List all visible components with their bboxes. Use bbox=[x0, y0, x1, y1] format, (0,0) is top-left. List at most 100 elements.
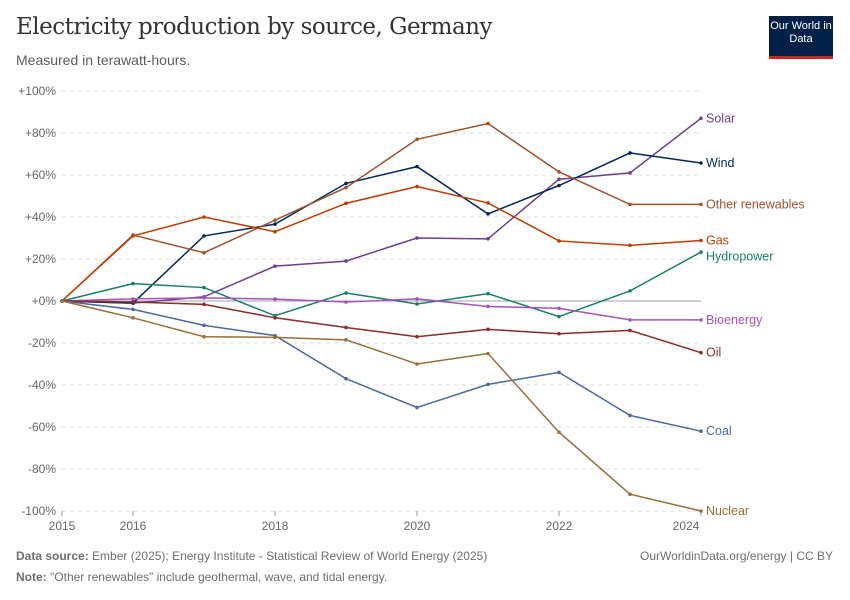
data-point bbox=[628, 328, 632, 333]
data-point bbox=[415, 236, 419, 240]
y-tick-label: -20% bbox=[28, 336, 56, 350]
data-point bbox=[557, 170, 561, 174]
series-line-oil bbox=[61, 300, 702, 354]
data-point bbox=[60, 299, 64, 303]
data-point bbox=[628, 202, 632, 207]
series-line-bioenergy bbox=[61, 297, 701, 321]
data-point bbox=[344, 181, 348, 186]
series-label: Coal bbox=[706, 424, 732, 438]
note-text: "Other renewables" include geothermal, w… bbox=[50, 570, 388, 584]
data-point bbox=[202, 250, 206, 255]
data-point bbox=[699, 161, 703, 165]
series-label: Bioenergy bbox=[706, 313, 763, 327]
series-line-coal bbox=[61, 300, 702, 432]
data-point bbox=[202, 296, 206, 300]
data-point bbox=[415, 362, 419, 366]
series-label: Hydropower bbox=[706, 250, 773, 264]
line-chart: -100% -80% -60% -40% -20% +0% +20% +40% +60% +80%… bbox=[18, 84, 804, 533]
data-point bbox=[557, 314, 561, 319]
data-point bbox=[202, 234, 206, 238]
series-line-gas bbox=[61, 185, 702, 302]
data-point bbox=[699, 350, 703, 355]
data-point bbox=[202, 334, 206, 339]
data-point bbox=[486, 304, 490, 309]
data-point bbox=[557, 370, 561, 375]
series-label: Solar bbox=[706, 111, 735, 125]
data-point bbox=[486, 291, 490, 296]
data-point bbox=[699, 318, 703, 322]
data-point bbox=[557, 239, 561, 243]
data-point bbox=[131, 281, 135, 286]
data-point bbox=[415, 137, 419, 142]
data-point bbox=[131, 300, 135, 304]
data-point bbox=[273, 335, 277, 340]
data-point bbox=[699, 429, 703, 434]
data-point bbox=[699, 250, 703, 254]
x-tick-label: 2018 bbox=[262, 519, 289, 533]
series-label: Gas bbox=[706, 234, 729, 248]
y-tick-label: +20% bbox=[25, 252, 56, 266]
data-point bbox=[557, 177, 561, 181]
series-line-nuclear bbox=[61, 300, 702, 512]
data-point bbox=[202, 285, 206, 290]
data-point bbox=[557, 331, 561, 336]
x-tick-label: 2024 bbox=[673, 519, 700, 533]
data-point bbox=[486, 201, 490, 205]
data-point bbox=[699, 116, 703, 121]
data-point bbox=[486, 382, 490, 387]
data-point bbox=[273, 218, 277, 222]
data-point bbox=[131, 234, 135, 238]
data-point bbox=[557, 183, 561, 188]
data-point bbox=[344, 338, 348, 342]
y-tick-label: +60% bbox=[25, 168, 56, 182]
chart-subtitle: Measured in terawatt-hours. bbox=[16, 52, 191, 68]
series-line-other-renewables bbox=[61, 122, 701, 302]
chart-title: Electricity production by source, German… bbox=[16, 14, 492, 40]
y-tick-label: -100% bbox=[21, 504, 56, 518]
data-point bbox=[486, 121, 490, 126]
data-point bbox=[628, 413, 632, 418]
y-tick-label: +80% bbox=[25, 126, 56, 140]
data-point bbox=[273, 297, 277, 301]
y-tick-label: -60% bbox=[28, 420, 56, 434]
series-line-wind bbox=[61, 152, 702, 304]
data-point bbox=[415, 302, 419, 306]
data-point bbox=[344, 325, 348, 330]
owid-logo[interactable]: Our World in Data bbox=[769, 16, 833, 59]
data-point bbox=[415, 334, 419, 339]
data-source: Data source: Ember (2025); Energy Instit… bbox=[16, 549, 487, 563]
data-point bbox=[344, 376, 348, 381]
owid-link[interactable]: OurWorldinData.org/energy | CC BY bbox=[640, 549, 833, 563]
data-point bbox=[557, 430, 561, 435]
data-point bbox=[415, 184, 419, 189]
data-point bbox=[273, 222, 277, 226]
data-point bbox=[344, 185, 348, 190]
series-line-hydropower bbox=[61, 251, 702, 318]
y-tick-label: -40% bbox=[28, 378, 56, 392]
data-point bbox=[628, 289, 632, 293]
data-point bbox=[202, 323, 206, 328]
data-point bbox=[486, 351, 490, 356]
x-tick-label: 2020 bbox=[404, 519, 431, 533]
data-point bbox=[344, 201, 348, 206]
data-point bbox=[628, 151, 632, 155]
data-point bbox=[415, 164, 419, 169]
note-label: Note: bbox=[16, 570, 47, 584]
data-point bbox=[131, 316, 135, 320]
data-point bbox=[273, 229, 277, 234]
data-point bbox=[202, 302, 206, 307]
y-tick-label: -80% bbox=[28, 462, 56, 476]
data-point bbox=[344, 300, 348, 304]
data-point bbox=[699, 509, 703, 513]
data-point bbox=[628, 243, 632, 248]
series-label: Oil bbox=[706, 346, 721, 360]
y-tick-label: +40% bbox=[25, 210, 56, 224]
source-text[interactable]: Ember (2025); Energy Institute - Statist… bbox=[92, 549, 488, 563]
data-point bbox=[273, 316, 277, 320]
data-point bbox=[131, 307, 135, 312]
data-point bbox=[131, 297, 135, 301]
source-label: Data source: bbox=[16, 549, 89, 563]
data-point bbox=[415, 405, 419, 410]
data-point bbox=[628, 492, 632, 497]
data-point bbox=[486, 237, 490, 241]
